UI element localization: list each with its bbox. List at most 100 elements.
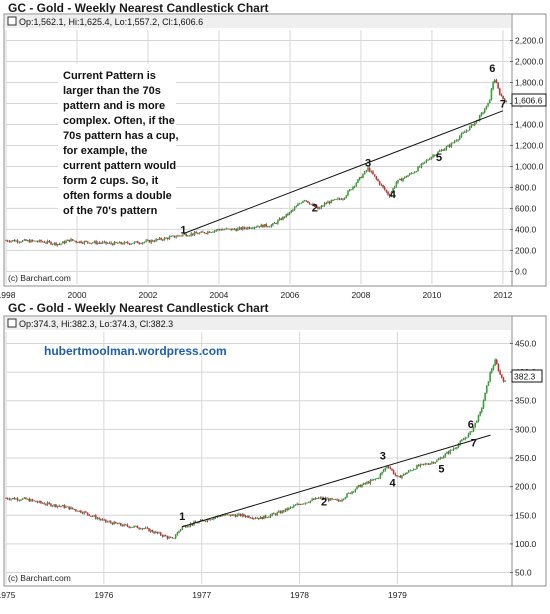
bot-candle-body: [487, 381, 490, 386]
bot-annotation-3: 3: [380, 451, 386, 463]
bot-candle-body: [283, 510, 285, 512]
top-candle-body: [482, 112, 484, 114]
bot-candle-body: [18, 500, 21, 501]
bot-candle-body: [382, 470, 385, 472]
top-candle-body: [100, 242, 102, 244]
bot-candle-body: [85, 511, 87, 513]
top-candle-body: [228, 228, 231, 230]
bot-y-tick-label: 100.0: [515, 539, 537, 549]
top-candle-body: [418, 166, 421, 168]
top-candle-body: [200, 231, 202, 233]
bot-candle-body: [58, 505, 61, 507]
top-candle-body: [417, 166, 419, 172]
top-candle-body: [247, 227, 249, 229]
bot-candle-body: [196, 522, 199, 524]
bot-candle-body: [497, 364, 500, 371]
bot-candle-body: [204, 521, 207, 522]
top-candle-body: [398, 178, 401, 180]
top-candle-body: [58, 244, 61, 245]
bot-annotation-2: 2: [321, 497, 327, 509]
bot-x-tick-label: 1976: [94, 590, 113, 600]
top-candle-body: [498, 88, 501, 95]
bot-candle-body: [494, 359, 496, 366]
top-candle-body: [342, 199, 344, 200]
bot-candle-body: [106, 521, 109, 523]
top-candle-body: [382, 184, 384, 188]
bot-candle-body: [404, 473, 407, 475]
top-y-tick-label: 800.0: [515, 182, 537, 192]
bot-candle-body: [110, 521, 112, 523]
bot-candle-body: [327, 498, 330, 501]
bot-candle-body: [131, 527, 134, 528]
bot-candle-body: [119, 523, 122, 526]
top-candle-body: [66, 239, 69, 241]
top-candle-body: [120, 241, 122, 244]
bot-candle-body: [259, 516, 262, 520]
bot-candle-body: [391, 468, 393, 471]
bot-candle-body: [124, 524, 127, 526]
bot-candle-body: [357, 485, 360, 487]
top-candle-body: [460, 133, 463, 137]
bot-candle-body: [434, 462, 437, 464]
bot-candle-body: [426, 463, 428, 465]
bot-candle-body: [206, 519, 209, 522]
top-candle-body: [173, 235, 176, 238]
top-candle-body: [93, 241, 96, 243]
bot-candle-body: [442, 456, 445, 459]
bot-candle-body: [456, 447, 458, 449]
top-candle-body: [468, 126, 471, 131]
bot-candle-body: [149, 530, 152, 532]
top-candle-body: [143, 241, 146, 243]
bot-candle-body: [366, 482, 368, 484]
top-candle-body: [237, 228, 239, 231]
bot-candle-body: [371, 480, 373, 481]
bot-candle-body: [472, 426, 475, 432]
bot-candle-body: [377, 478, 380, 479]
top-candle-body: [55, 242, 57, 246]
top-candle-body: [113, 242, 116, 245]
bot-candle-body: [143, 528, 145, 530]
top-candle-body: [305, 200, 308, 202]
bot-candle-body: [293, 505, 295, 507]
top-candle-body: [330, 199, 333, 204]
bot-y-tick-label: 300.0: [515, 424, 537, 434]
bot-y-tick-label: 250.0: [515, 453, 537, 463]
top-candle-body: [170, 236, 172, 237]
top-note-box: [58, 64, 176, 216]
bot-candle-body: [231, 514, 234, 516]
top-candle-body: [242, 227, 244, 230]
bot-candle-body: [251, 517, 254, 519]
bot-candle-body: [38, 501, 41, 503]
top-candle-body: [133, 241, 136, 244]
top-candle-body: [28, 240, 31, 243]
top-candle-body: [65, 240, 67, 244]
bot-candle-body: [50, 503, 52, 507]
bot-candle-body: [178, 530, 180, 533]
top-candle-body: [51, 244, 54, 245]
top-candle-body: [123, 241, 126, 245]
top-candle-body: [40, 240, 42, 242]
top-candle-body: [163, 237, 166, 241]
bot-candle-body: [264, 515, 267, 518]
bot-candle-body: [243, 514, 245, 516]
bot-candle-body: [244, 515, 247, 517]
top-candle-body: [86, 241, 89, 243]
bot-candle-body: [254, 517, 257, 519]
bot-candle-body: [158, 532, 160, 534]
bot-candle-body: [449, 449, 452, 454]
top-candle-body: [220, 229, 222, 231]
top-y-tick-label: 400.0: [515, 224, 537, 234]
top-candle-body: [413, 171, 416, 174]
top-x-tick-label: 2002: [139, 290, 158, 300]
bot-y-tick-label: 150.0: [515, 510, 537, 520]
bot-candle-body: [266, 517, 268, 519]
top-candle-body: [275, 223, 278, 224]
bot-candle-body: [161, 535, 164, 537]
top-candle-body: [110, 242, 112, 244]
bot-candle-body: [278, 511, 280, 513]
top-candle-body: [300, 202, 303, 204]
bot-candle-body: [16, 498, 19, 501]
bot-y-tick-label: 50.0: [515, 568, 532, 578]
top-candle-body: [175, 236, 177, 238]
top-candle-body: [195, 232, 197, 234]
